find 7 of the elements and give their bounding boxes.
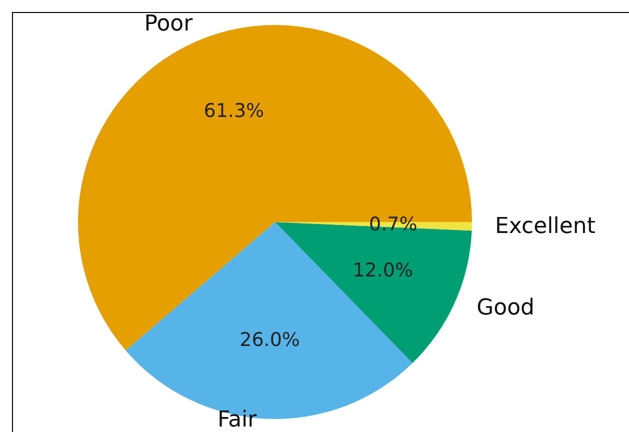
data-label: 12.0% (352, 259, 414, 282)
slice-label: Excellent (494, 214, 596, 240)
slice-label: Good (476, 296, 535, 321)
data-label: 26.0% (240, 329, 300, 352)
slice-label: Fair (217, 408, 258, 432)
data-label: 61.3% (204, 100, 264, 122)
slice-label: Poor (144, 12, 194, 37)
